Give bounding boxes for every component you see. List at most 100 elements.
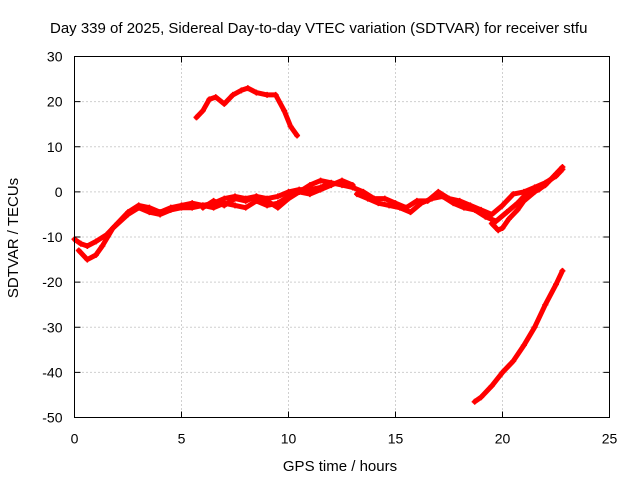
data-point: [542, 301, 549, 308]
data-point: [478, 394, 485, 401]
data-point: [210, 204, 217, 211]
data-point: [193, 114, 200, 121]
y-tick-label: 10: [47, 139, 63, 155]
data-point: [531, 324, 538, 331]
data-point: [272, 91, 279, 98]
data-point: [317, 186, 324, 193]
x-tick-label: 20: [495, 431, 511, 447]
data-point: [525, 188, 532, 195]
data-point: [317, 177, 324, 184]
data-point: [503, 209, 510, 216]
data-point: [553, 281, 559, 288]
data-point: [238, 87, 245, 94]
data-point: [531, 188, 538, 195]
data-point: [221, 100, 228, 107]
data-point: [495, 227, 502, 234]
data-point: [360, 188, 367, 195]
x-tick-label: 0: [71, 431, 79, 447]
data-point: [264, 197, 271, 204]
data-point: [456, 197, 463, 204]
data-point: [460, 204, 467, 211]
data-point: [77, 240, 84, 247]
data-point: [92, 252, 99, 259]
data-point: [349, 184, 356, 191]
data-point: [232, 202, 238, 209]
y-tick-label: -40: [42, 364, 62, 380]
data-point: [413, 197, 420, 204]
data-point: [435, 188, 442, 195]
data-point: [505, 215, 512, 222]
data-point: [353, 191, 360, 198]
data-point: [229, 91, 236, 98]
data-point: [514, 206, 521, 213]
chart-title: Day 339 of 2025, Sidereal Day-to-day VTE…: [50, 20, 587, 37]
data-point: [493, 218, 500, 225]
data-point: [167, 206, 174, 213]
data-point: [189, 204, 196, 211]
data-point: [199, 204, 206, 211]
x-tick-label: 10: [281, 431, 297, 447]
data-point: [296, 188, 303, 195]
data-series: [71, 85, 566, 405]
series-line-arc-mid-3: [489, 164, 565, 233]
data-point: [418, 200, 425, 207]
data-point: [488, 382, 495, 389]
data-point: [471, 206, 478, 213]
data-point: [520, 197, 527, 204]
data-point: [510, 358, 517, 365]
data-point: [294, 132, 301, 139]
data-point: [212, 94, 219, 101]
data-point: [428, 195, 435, 202]
y-tick-label: 20: [47, 94, 63, 110]
data-point: [274, 193, 281, 200]
data-point: [99, 243, 106, 250]
data-point: [285, 195, 292, 202]
data-point: [339, 177, 345, 184]
data-point: [450, 200, 457, 207]
x-tick-label: 5: [178, 431, 186, 447]
data-point: [199, 107, 206, 114]
data-point: [146, 209, 153, 216]
data-point: [375, 200, 382, 207]
data-point: [287, 123, 294, 130]
y-tick-label: -10: [42, 229, 62, 245]
y-tick-label: -30: [42, 319, 62, 335]
data-point: [242, 204, 249, 211]
y-tick-label: -50: [42, 410, 62, 426]
data-point: [542, 182, 549, 189]
data-point: [381, 195, 388, 202]
data-point: [510, 191, 517, 198]
data-point: [559, 164, 566, 171]
data-point: [157, 211, 164, 218]
y-axis-label: SDTVAR / TECUs: [5, 178, 22, 298]
data-point: [274, 204, 281, 211]
data-point: [306, 191, 313, 198]
data-point: [553, 170, 559, 177]
data-point: [232, 195, 238, 202]
x-axis-label: GPS time / hours: [283, 458, 397, 475]
data-point: [407, 209, 414, 216]
data-point: [328, 179, 335, 186]
data-point: [178, 204, 185, 211]
y-tick-label: 0: [55, 184, 63, 200]
data-point: [125, 211, 131, 218]
data-point: [499, 202, 506, 209]
data-point: [499, 224, 506, 231]
data-point: [364, 195, 371, 202]
data-point: [499, 369, 506, 376]
data-point: [471, 398, 478, 405]
data-point: [244, 85, 251, 92]
data-point: [253, 89, 260, 96]
x-tick-label: 25: [602, 431, 618, 447]
data-point: [559, 267, 566, 274]
data-point: [110, 224, 117, 231]
data-point: [264, 91, 271, 98]
x-tick-label: 15: [388, 431, 404, 447]
data-point: [488, 211, 495, 218]
data-point: [92, 238, 99, 245]
data-point: [221, 202, 228, 209]
data-point: [482, 213, 489, 220]
data-point: [306, 182, 313, 189]
data-point: [281, 107, 288, 114]
